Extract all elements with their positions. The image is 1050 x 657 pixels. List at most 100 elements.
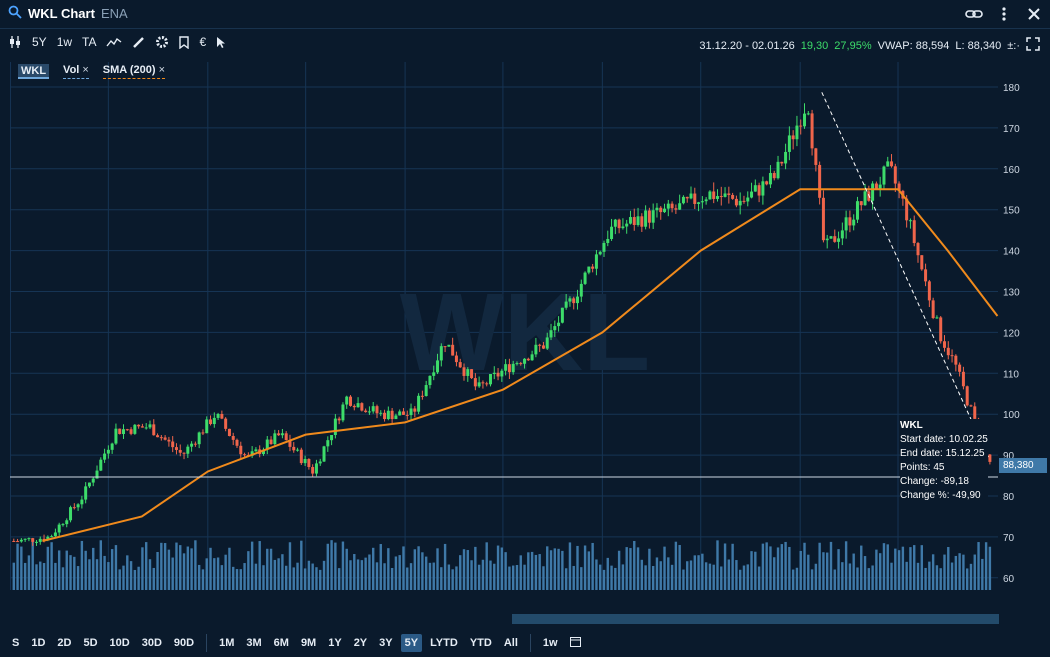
price-chart[interactable]: WKL 60708090100110120130140150160170180 … (0, 0, 1050, 598)
candle-body (227, 428, 231, 437)
volume-bar (171, 557, 174, 590)
period-bar: S 1D 2D 5D 10D 30D 90D 1M 3M 6M 9M 1Y 2Y 3Y 5Y LYTD YTD A… (0, 628, 1050, 657)
volume-bar (935, 565, 939, 590)
candle-body (371, 406, 375, 412)
technical-analysis-button[interactable]: TA (82, 35, 97, 49)
period-button-s[interactable]: S (12, 637, 20, 649)
candle-body (174, 447, 178, 450)
volume-bar (924, 567, 927, 590)
volume-bar (765, 542, 768, 590)
volume-bar (530, 551, 534, 590)
volume-bar (931, 554, 935, 590)
volume-bar (266, 548, 269, 590)
volume-bar (826, 552, 829, 590)
volume-bar (364, 557, 367, 590)
period-button-90d[interactable]: 90D (173, 637, 195, 649)
candle-body (345, 396, 349, 405)
volume-bar (485, 542, 488, 590)
volume-bar (288, 542, 292, 590)
bookmark-icon[interactable] (179, 35, 190, 49)
pencil-icon[interactable] (132, 36, 145, 49)
volume-bar (833, 569, 836, 590)
period-button-5d[interactable]: 5D (83, 637, 98, 649)
volume-bar (950, 562, 954, 590)
volume-bar (311, 563, 314, 590)
volume-bar (141, 547, 144, 590)
candle-body (492, 372, 496, 375)
candle-body (821, 197, 825, 241)
line-style-icon[interactable] (106, 36, 122, 48)
volume-bar (886, 544, 889, 590)
period-button-3y[interactable]: 3Y (379, 637, 393, 649)
candle-body (447, 344, 451, 347)
period-button-2d[interactable]: 2D (57, 637, 72, 649)
volume-bar (84, 550, 87, 590)
interval-toggle[interactable]: 1w (56, 35, 73, 49)
candle-body (674, 208, 678, 210)
settings-gear-icon[interactable] (155, 35, 169, 49)
volume-bar (379, 544, 382, 590)
candle-body (750, 191, 754, 198)
legend-volume-label: Vol (63, 64, 80, 76)
candle-body (829, 236, 833, 239)
candle-body (436, 360, 440, 373)
candle-body (454, 355, 458, 363)
volume-bar (42, 563, 46, 590)
candle-body (148, 424, 152, 428)
chart-scrollbar[interactable] (512, 614, 999, 624)
more-menu-icon[interactable] (994, 4, 1014, 24)
period-button-10d[interactable]: 10D (109, 637, 130, 649)
legend-volume[interactable]: Vol × (63, 64, 89, 79)
candle-body (330, 435, 334, 441)
period-button-2y[interactable]: 2Y (353, 637, 368, 649)
period-button-9m[interactable]: 9M (300, 637, 317, 649)
candle-body (617, 219, 621, 229)
link-icon[interactable] (964, 4, 984, 24)
period-button-1m[interactable]: 1M (219, 637, 235, 649)
candle-body (110, 443, 114, 450)
period-button-30d[interactable]: 30D (141, 637, 162, 649)
plus-minus-toggle[interactable]: ±:· (1007, 39, 1020, 52)
remove-volume-icon[interactable]: × (82, 64, 89, 76)
candle-body (727, 193, 731, 195)
volume-bar (110, 549, 114, 590)
volume-bar (844, 541, 848, 590)
volume-bar (701, 553, 704, 590)
candle-body (12, 540, 16, 542)
candle-body (91, 478, 95, 483)
period-button-6m[interactable]: 6M (273, 637, 289, 649)
period-button-all[interactable]: All (503, 637, 518, 649)
search-icon[interactable] (8, 5, 22, 22)
volume-bar (46, 546, 50, 590)
period-button-1w[interactable]: 1w (542, 637, 558, 649)
volume-bar (757, 566, 761, 590)
volume-bar (417, 546, 420, 590)
candle-body (678, 203, 682, 210)
volume-bar (905, 561, 908, 590)
volume-bar (319, 569, 322, 590)
candle-body (591, 266, 595, 269)
chart-legend: WKL Vol × SMA (200) × (18, 64, 165, 79)
volume-bar (795, 567, 799, 590)
volume-bar (599, 564, 602, 590)
chart-type-icon[interactable] (8, 35, 22, 49)
candle-body (349, 396, 353, 406)
period-button-1d[interactable]: 1D (31, 637, 46, 649)
currency-button[interactable]: € (199, 35, 207, 49)
calendar-icon[interactable] (566, 633, 585, 653)
y-tick-label: 150 (1003, 206, 1020, 217)
legend-sma[interactable]: SMA (200) × (102, 64, 165, 79)
period-button-1y[interactable]: 1Y (328, 637, 342, 649)
period-button-lytd[interactable]: LYTD (430, 637, 458, 649)
legend-wkl[interactable]: WKL (18, 64, 50, 79)
close-icon[interactable] (1024, 4, 1044, 24)
fullscreen-icon[interactable] (1026, 37, 1040, 54)
candle-body (731, 194, 735, 199)
period-button-ytd[interactable]: YTD (469, 637, 492, 649)
period-5y-toggle[interactable]: 5Y (32, 35, 47, 49)
remove-sma-icon[interactable]: × (158, 64, 165, 76)
period-button-5y[interactable]: 5Y (400, 634, 423, 652)
volume-bar (474, 546, 477, 590)
period-button-3m[interactable]: 3M (246, 637, 262, 649)
cursor-icon[interactable] (216, 36, 226, 49)
